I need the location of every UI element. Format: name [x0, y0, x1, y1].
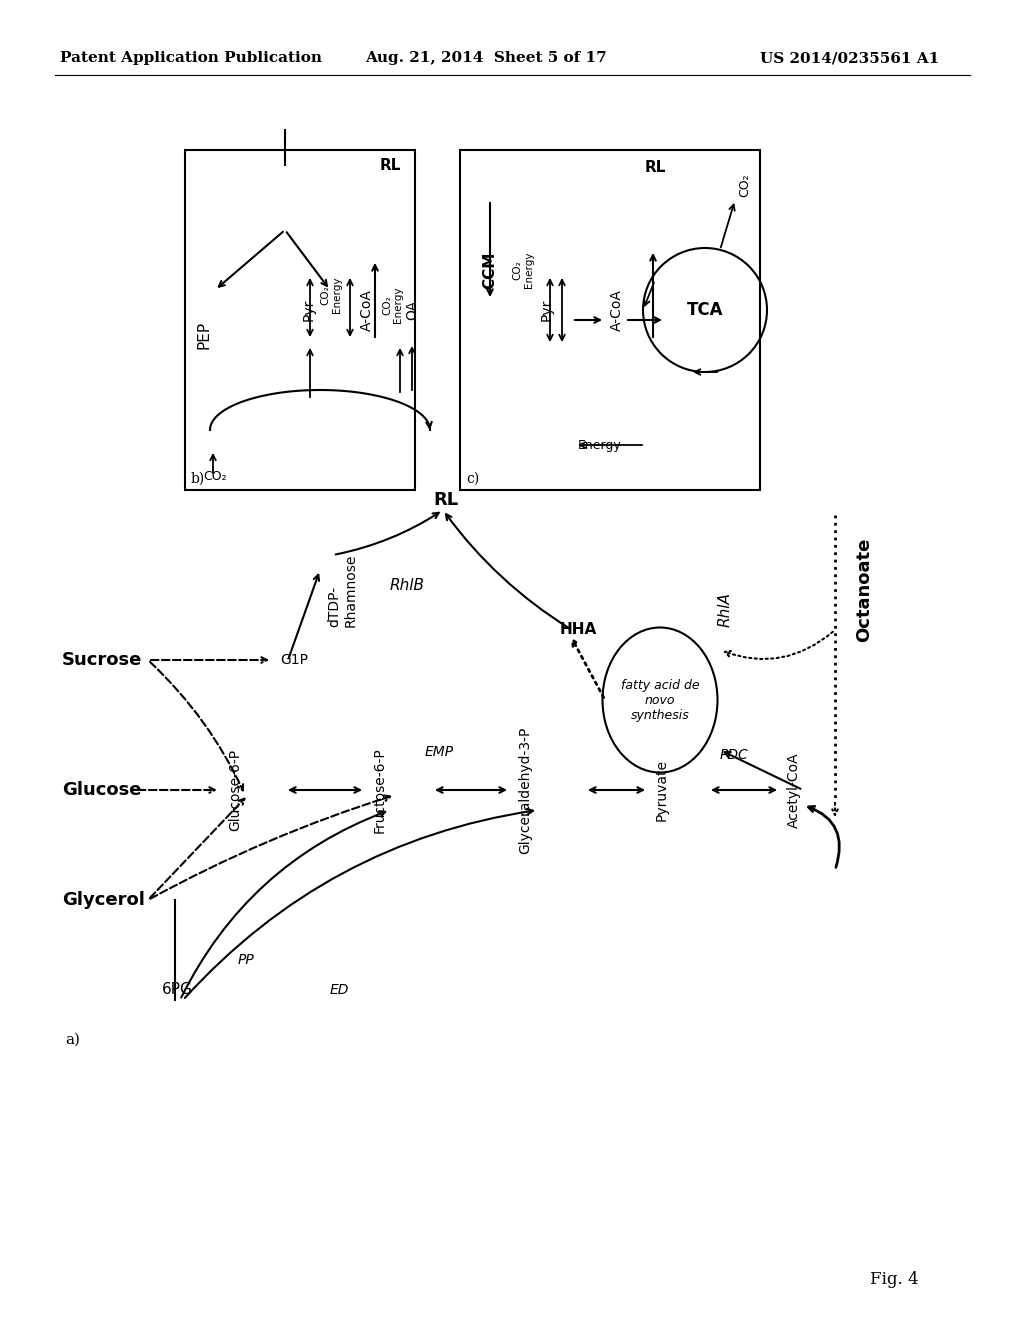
Text: Pyruvate: Pyruvate	[655, 759, 669, 821]
Text: CCM: CCM	[482, 251, 497, 289]
Text: PP: PP	[238, 953, 255, 968]
Text: Energy: Energy	[393, 286, 403, 323]
Text: A-CoA: A-CoA	[610, 289, 624, 331]
Text: Octanoate: Octanoate	[855, 537, 873, 643]
Text: Glycerol: Glycerol	[62, 891, 144, 909]
Text: Glyceraldehyd-3-P: Glyceraldehyd-3-P	[518, 726, 532, 854]
Text: RL: RL	[433, 491, 458, 510]
Text: 6PG: 6PG	[162, 982, 193, 998]
Text: Aug. 21, 2014  Sheet 5 of 17: Aug. 21, 2014 Sheet 5 of 17	[365, 51, 607, 65]
Text: Pyr: Pyr	[540, 298, 554, 321]
Text: RhlB: RhlB	[390, 578, 425, 593]
Text: Acetyl-CoA: Acetyl-CoA	[787, 752, 801, 828]
Text: G1P: G1P	[280, 653, 308, 667]
Text: a): a)	[65, 1034, 80, 1047]
Text: c): c)	[466, 473, 479, 486]
Text: b): b)	[191, 473, 205, 486]
Text: Fig. 4: Fig. 4	[870, 1271, 919, 1288]
Text: Pyr: Pyr	[302, 298, 316, 321]
Text: Glucose: Glucose	[62, 781, 141, 799]
Text: Patent Application Publication: Patent Application Publication	[60, 51, 322, 65]
Text: Sucrose: Sucrose	[62, 651, 142, 669]
Text: PDC: PDC	[720, 748, 749, 762]
Text: EMP: EMP	[425, 744, 454, 759]
Text: A-CoA: A-CoA	[360, 289, 374, 331]
Text: RhlA: RhlA	[718, 593, 733, 627]
Text: Glucose-6-P: Glucose-6-P	[228, 748, 242, 832]
Bar	[185, 150, 415, 490]
Text: ED: ED	[330, 983, 349, 997]
Text: CO₂: CO₂	[319, 285, 330, 305]
Text: HHA: HHA	[560, 623, 597, 638]
Text: Energy: Energy	[332, 277, 342, 313]
Text: CO₂: CO₂	[382, 296, 392, 315]
Bar	[460, 150, 760, 490]
Text: PEP: PEP	[197, 321, 212, 348]
Text: fatty acid de
novo
synthesis: fatty acid de novo synthesis	[621, 678, 699, 722]
Text: US 2014/0235561 A1: US 2014/0235561 A1	[760, 51, 939, 65]
Text: Energy: Energy	[578, 438, 622, 451]
Text: RL: RL	[380, 157, 401, 173]
Text: Fructose-6-P: Fructose-6-P	[373, 747, 387, 833]
Text: RL: RL	[645, 161, 667, 176]
Text: CO₂: CO₂	[512, 260, 522, 280]
Text: TCA: TCA	[687, 301, 723, 319]
Text: OA: OA	[406, 300, 419, 319]
Text: CO₂: CO₂	[203, 470, 226, 483]
Text: dTDP-
Rhamnose: dTDP- Rhamnose	[327, 553, 357, 627]
Text: Energy: Energy	[524, 252, 534, 288]
Text: CO₂: CO₂	[738, 173, 751, 197]
